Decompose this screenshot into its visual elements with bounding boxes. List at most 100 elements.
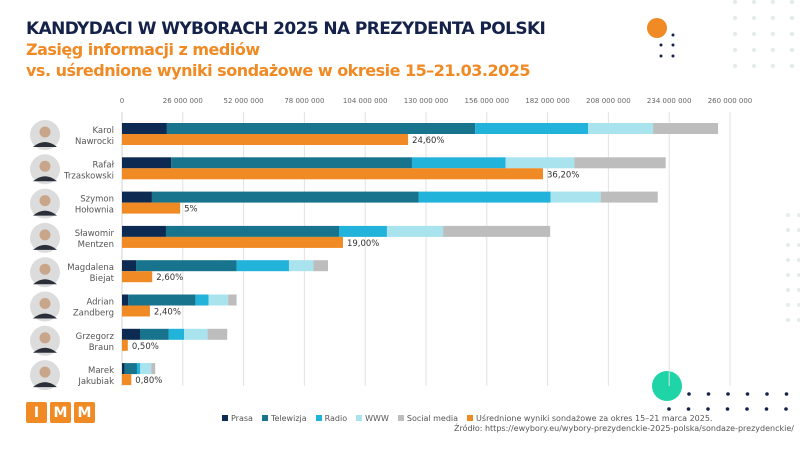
candidate-surname: Mentzen (78, 240, 114, 250)
bar-segment-www (588, 123, 654, 134)
candidate-name: Szymon (80, 195, 114, 205)
x-tick-label: 0 (120, 97, 124, 105)
bar-segment-telewizja (128, 294, 196, 306)
candidate-name: Magdalena (67, 263, 114, 273)
bar-segment-social-media (653, 123, 719, 134)
dot-decoration (786, 273, 790, 277)
legend-label: Radio (324, 414, 348, 423)
orange-dot-decoration (647, 18, 667, 38)
dot-decoration (751, 47, 757, 53)
logo-letter: I (26, 402, 47, 423)
candidate-surname: Braun (89, 343, 114, 353)
bar-segment-prasa (122, 260, 137, 272)
dot-decoration (751, 15, 757, 21)
candidate-photo-body (33, 142, 57, 147)
dot-decoration (659, 54, 663, 58)
dot-decoration (789, 15, 795, 21)
dot-decoration (784, 407, 788, 411)
legend-label: Social media (406, 414, 459, 423)
legend-label: Prasa (231, 414, 253, 423)
bar-segment-prasa (122, 363, 125, 375)
dot-decoration (797, 273, 800, 277)
bar-segment-telewizja (165, 225, 340, 237)
bar-segment-social-media (600, 191, 658, 203)
poll-bar (122, 271, 153, 283)
candidate-name: Karol (92, 126, 114, 136)
dot-decoration (789, 31, 795, 37)
candidate-name: Sławomir (75, 229, 115, 239)
dot-decoration (797, 228, 800, 232)
x-tick-label: 260 000 000 (708, 97, 753, 105)
dot-decoration (786, 213, 790, 217)
dot-decoration (732, 63, 738, 69)
candidate-name: Marek (88, 366, 114, 376)
dot-decoration (786, 258, 790, 262)
bar-segment-radio (411, 157, 506, 169)
bar-segment-telewizja (136, 260, 237, 272)
bar-segment-social-media (443, 225, 551, 237)
dot-decoration (732, 47, 738, 53)
dot-decoration (786, 228, 790, 232)
candidate-surname: Nawrocki (75, 137, 114, 147)
dot-decoration (687, 392, 691, 396)
teal-dot-decoration (652, 371, 682, 401)
logo-letter: M (74, 402, 95, 423)
candidate-photo-body (33, 347, 57, 353)
bar-segment-social-media (228, 294, 237, 306)
bar-segment-www (140, 363, 152, 375)
x-tick-label: 78 000 000 (284, 97, 324, 105)
bar-segment-telewizja (124, 363, 137, 375)
x-tick-label: 208 000 000 (586, 97, 631, 105)
candidate-surname: Zandberg (73, 309, 114, 319)
dot-decoration (789, 0, 795, 5)
candidate-name: Adrian (86, 298, 114, 308)
dot-decoration (786, 303, 790, 307)
poll-data-label: 2,60% (156, 273, 183, 283)
dot-decoration (797, 318, 800, 322)
chart-subtitle-1: Zasięg informacji z mediów (26, 40, 260, 59)
bar-segment-www (505, 157, 575, 169)
poll-data-label: 19,00% (347, 239, 379, 249)
poll-data-label: 0,50% (132, 342, 159, 352)
dot-decoration (789, 47, 795, 53)
dot-decoration (786, 318, 790, 322)
poll-bar (122, 305, 150, 317)
bar-segment-radio (475, 123, 589, 134)
dot-decoration (725, 407, 730, 411)
dot-decoration (789, 63, 795, 69)
dot-decoration (784, 392, 789, 396)
poll-data-label: 36,20% (547, 170, 579, 180)
dot-decoration (686, 407, 691, 411)
dot-decoration (732, 31, 738, 37)
candidate-photo-body (33, 313, 57, 319)
candidate-photo-face (39, 332, 51, 344)
legend-label: Uśrednione wyniki sondażowe za okres 15–… (476, 414, 713, 423)
dot-decoration (797, 258, 800, 262)
bar-segment-www (386, 225, 444, 237)
bar-segment-www (550, 191, 601, 203)
dot-decoration (745, 407, 749, 411)
legend-item: Radio (315, 414, 348, 423)
poll-data-label: 24,60% (412, 136, 444, 146)
candidate-surname: Trzaskowski (63, 171, 114, 181)
source-text: Źródło: https://ewybory.eu/wybory-prezyd… (454, 424, 794, 433)
dot-decoration (706, 407, 710, 411)
x-tick-label: 234 000 000 (647, 97, 692, 105)
dot-decoration (770, 15, 776, 21)
poll-bar (122, 202, 181, 214)
dot-decoration (751, 63, 757, 69)
bar-segment-radio (168, 328, 185, 340)
candidate-surname: Jakubiak (77, 377, 114, 387)
bar-segment-www (184, 328, 208, 340)
x-tick-label: 52 000 000 (224, 97, 264, 105)
dot-decoration (797, 213, 800, 217)
candidate-photo-face (39, 366, 51, 378)
legend-item: Social media (397, 414, 459, 423)
dot-decoration (745, 392, 750, 396)
